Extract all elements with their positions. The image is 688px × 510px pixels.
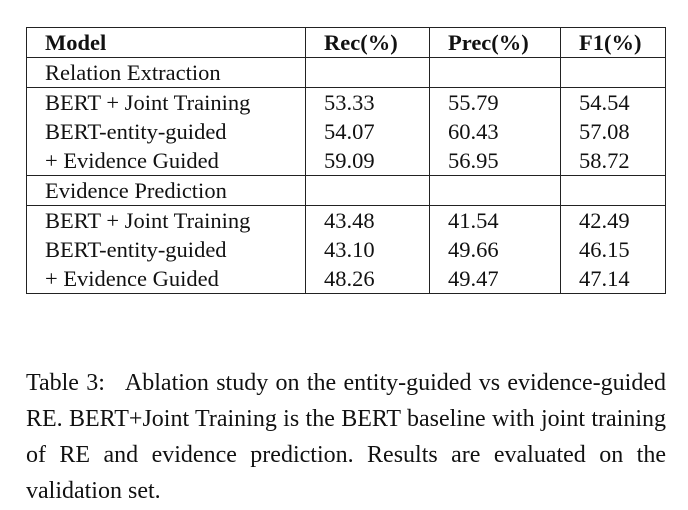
prec-value: 41.54 bbox=[429, 205, 561, 235]
model-name: BERT-entity-guided bbox=[26, 235, 306, 264]
rec-value: 43.10 bbox=[305, 235, 430, 264]
f1-value: 54.54 bbox=[560, 87, 666, 117]
section-title: Evidence Prediction bbox=[26, 175, 306, 206]
prec-value: 49.47 bbox=[429, 264, 561, 294]
header-rec: Rec(%) bbox=[305, 27, 430, 58]
table-row: + Evidence Guided 59.09 56.95 58.72 bbox=[26, 146, 666, 176]
f1-value: 47.14 bbox=[560, 264, 666, 294]
rec-value: 48.26 bbox=[305, 264, 430, 294]
table-header-row: Model Rec(%) Prec(%) F1(%) bbox=[26, 27, 666, 58]
model-name: + Evidence Guided bbox=[26, 146, 306, 176]
f1-value: 42.49 bbox=[560, 205, 666, 235]
f1-value: 57.08 bbox=[560, 117, 666, 146]
f1-value: 58.72 bbox=[560, 146, 666, 176]
table-row: + Evidence Guided 48.26 49.47 47.14 bbox=[26, 264, 666, 294]
section-row-relation-extraction: Relation Extraction bbox=[26, 57, 666, 88]
table-row: BERT + Joint Training 53.33 55.79 54.54 bbox=[26, 87, 666, 117]
section-row-evidence-prediction: Evidence Prediction bbox=[26, 175, 666, 206]
table-caption: Table 3: Ablation study on the entity-gu… bbox=[26, 365, 666, 509]
table-row: BERT + Joint Training 43.48 41.54 42.49 bbox=[26, 205, 666, 235]
model-name: BERT-entity-guided bbox=[26, 117, 306, 146]
model-name: BERT + Joint Training bbox=[26, 205, 306, 235]
caption-label: Table 3: bbox=[26, 370, 105, 396]
prec-value: 55.79 bbox=[429, 87, 561, 117]
section-title: Relation Extraction bbox=[26, 57, 306, 88]
caption-text: Ablation study on the entity-guided vs e… bbox=[26, 370, 666, 504]
table-row: BERT-entity-guided 43.10 49.66 46.15 bbox=[26, 235, 666, 264]
header-f1: F1(%) bbox=[560, 27, 666, 58]
rec-value: 59.09 bbox=[305, 146, 430, 176]
prec-value: 60.43 bbox=[429, 117, 561, 146]
header-model: Model bbox=[26, 27, 306, 58]
rec-value: 54.07 bbox=[305, 117, 430, 146]
prec-value: 49.66 bbox=[429, 235, 561, 264]
model-name: BERT + Joint Training bbox=[26, 87, 306, 117]
rec-value: 53.33 bbox=[305, 87, 430, 117]
prec-value: 56.95 bbox=[429, 146, 561, 176]
f1-value: 46.15 bbox=[560, 235, 666, 264]
table-row: BERT-entity-guided 54.07 60.43 57.08 bbox=[26, 117, 666, 146]
ablation-table: Model Rec(%) Prec(%) F1(%) Relation Extr… bbox=[26, 27, 666, 294]
header-prec: Prec(%) bbox=[429, 27, 561, 58]
model-name: + Evidence Guided bbox=[26, 264, 306, 294]
rec-value: 43.48 bbox=[305, 205, 430, 235]
